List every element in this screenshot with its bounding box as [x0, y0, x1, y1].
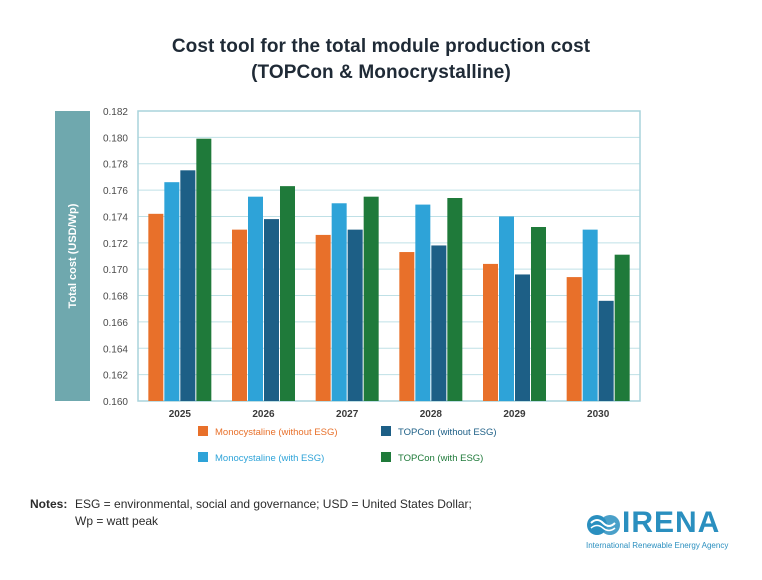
y-axis-label: Total cost (USD/Wp) — [67, 203, 79, 308]
bar — [399, 252, 415, 401]
legend-swatch — [198, 452, 208, 462]
x-tick-label: 2029 — [503, 409, 526, 420]
bar — [232, 229, 247, 401]
legend-label: TOPCon (with ESG) — [398, 453, 483, 464]
bar — [347, 229, 363, 401]
bar — [431, 245, 447, 401]
y-tick-label: 0.170 — [103, 265, 128, 276]
legend-swatch — [198, 426, 208, 436]
bar — [582, 229, 598, 401]
chart-title-line1: Cost tool for the total module productio… — [171, 36, 591, 57]
x-tick-label: 2027 — [336, 409, 359, 420]
notes: Notes: ESG = environmental, social and go… — [30, 496, 472, 530]
y-tick-label: 0.176 — [103, 186, 128, 197]
bar — [148, 213, 164, 401]
y-tick-label: 0.172 — [103, 239, 128, 250]
bar — [180, 170, 196, 401]
globe-icon — [587, 515, 620, 535]
bar — [315, 234, 331, 401]
y-tick-label: 0.168 — [103, 292, 128, 303]
x-tick-label: 2030 — [587, 409, 610, 420]
bar — [531, 227, 546, 401]
legend-label: Monocystaline (without ESG) — [215, 427, 338, 438]
bar — [280, 186, 295, 401]
bar — [515, 274, 530, 401]
y-tick-label: 0.166 — [103, 318, 128, 329]
logo-wordmark: IRENA — [622, 506, 721, 539]
notes-line2: Wp = watt peak — [75, 514, 159, 528]
bar — [566, 277, 582, 401]
y-tick-label: 0.182 — [103, 107, 128, 118]
notes-label: Notes: — [30, 497, 68, 511]
bar — [363, 196, 379, 401]
bar — [499, 216, 514, 401]
y-tick-label: 0.162 — [103, 371, 128, 382]
x-tick-label: 2025 — [169, 409, 192, 420]
bar — [447, 198, 463, 401]
legend-label: Monocystaline (with ESG) — [215, 453, 324, 464]
y-tick-label: 0.164 — [103, 344, 128, 355]
legend-swatch — [381, 452, 391, 462]
bar — [264, 219, 279, 401]
irena-logo: IRENA International Renewable Energy Age… — [586, 506, 746, 556]
y-tick-label: 0.160 — [103, 397, 128, 408]
legend-label: TOPCon (without ESG) — [398, 427, 497, 438]
chart-title-line2: (TOPCon & Monocrystalline) — [251, 62, 511, 83]
x-tick-label: 2026 — [252, 409, 275, 420]
bar — [415, 204, 431, 401]
bar — [483, 263, 498, 401]
y-tick-label: 0.178 — [103, 160, 128, 171]
bar — [196, 138, 212, 401]
logo-tagline: International Renewable Energy Agency — [586, 541, 729, 550]
legend-swatch — [381, 426, 391, 436]
x-tick-label: 2028 — [420, 409, 443, 420]
bar — [614, 254, 630, 401]
bar — [164, 182, 180, 401]
plot-frame — [137, 110, 641, 402]
y-axis-band — [55, 111, 90, 401]
y-tick-label: 0.180 — [103, 133, 128, 144]
y-tick-label: 0.174 — [103, 212, 128, 223]
bar — [248, 196, 263, 401]
bar-chart: Total cost (USD/Wp) 0.182 0.180 0.178 0.176 0… — [55, 107, 641, 464]
bar — [598, 300, 614, 401]
notes-line1: ESG = environmental, social and governan… — [75, 497, 472, 511]
bar — [331, 203, 347, 401]
